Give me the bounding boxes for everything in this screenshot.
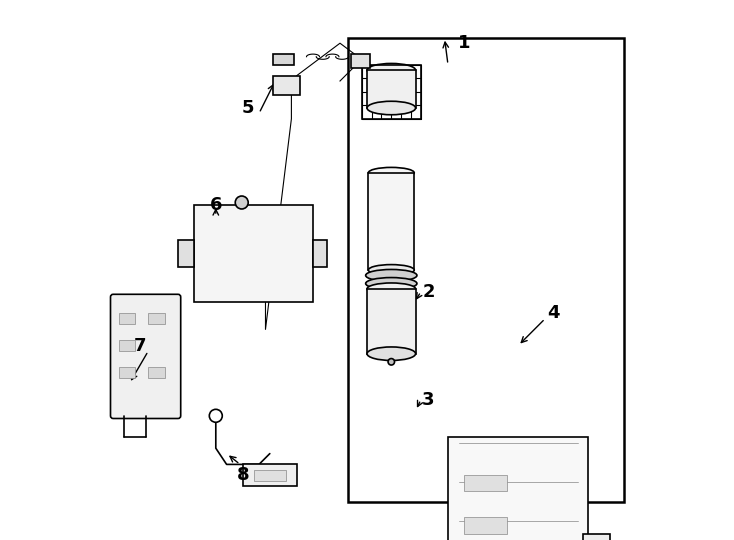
Ellipse shape xyxy=(367,283,415,295)
Text: 1: 1 xyxy=(458,34,470,52)
Ellipse shape xyxy=(366,278,417,289)
FancyBboxPatch shape xyxy=(111,294,181,418)
Bar xyxy=(348,38,623,502)
Ellipse shape xyxy=(367,102,415,115)
Bar xyxy=(195,205,313,302)
Bar xyxy=(448,437,589,540)
Bar xyxy=(464,517,507,534)
Text: 7: 7 xyxy=(134,336,147,355)
Bar xyxy=(351,54,370,68)
Bar xyxy=(148,313,164,324)
Bar xyxy=(368,173,414,270)
Text: 5: 5 xyxy=(242,99,255,117)
Bar xyxy=(119,340,135,351)
Ellipse shape xyxy=(366,269,417,281)
Bar xyxy=(367,70,415,108)
Ellipse shape xyxy=(367,63,415,77)
Circle shape xyxy=(209,409,222,422)
Bar xyxy=(362,65,421,119)
Text: 8: 8 xyxy=(236,466,249,484)
Bar xyxy=(313,240,327,267)
Bar xyxy=(583,534,610,540)
Text: 2: 2 xyxy=(422,282,435,301)
Bar xyxy=(119,367,135,378)
Bar xyxy=(119,313,135,324)
Text: 6: 6 xyxy=(209,196,222,214)
Bar xyxy=(148,367,164,378)
Ellipse shape xyxy=(368,167,414,178)
Circle shape xyxy=(235,196,248,209)
Bar xyxy=(178,240,195,267)
Ellipse shape xyxy=(388,359,395,365)
Bar xyxy=(254,470,286,481)
Bar xyxy=(367,289,415,354)
Text: 3: 3 xyxy=(422,390,435,409)
Ellipse shape xyxy=(368,265,414,275)
Ellipse shape xyxy=(367,347,415,361)
Bar xyxy=(272,76,299,94)
Bar xyxy=(464,475,507,491)
Bar xyxy=(243,464,297,486)
Bar xyxy=(272,54,294,65)
Text: 4: 4 xyxy=(547,304,559,322)
